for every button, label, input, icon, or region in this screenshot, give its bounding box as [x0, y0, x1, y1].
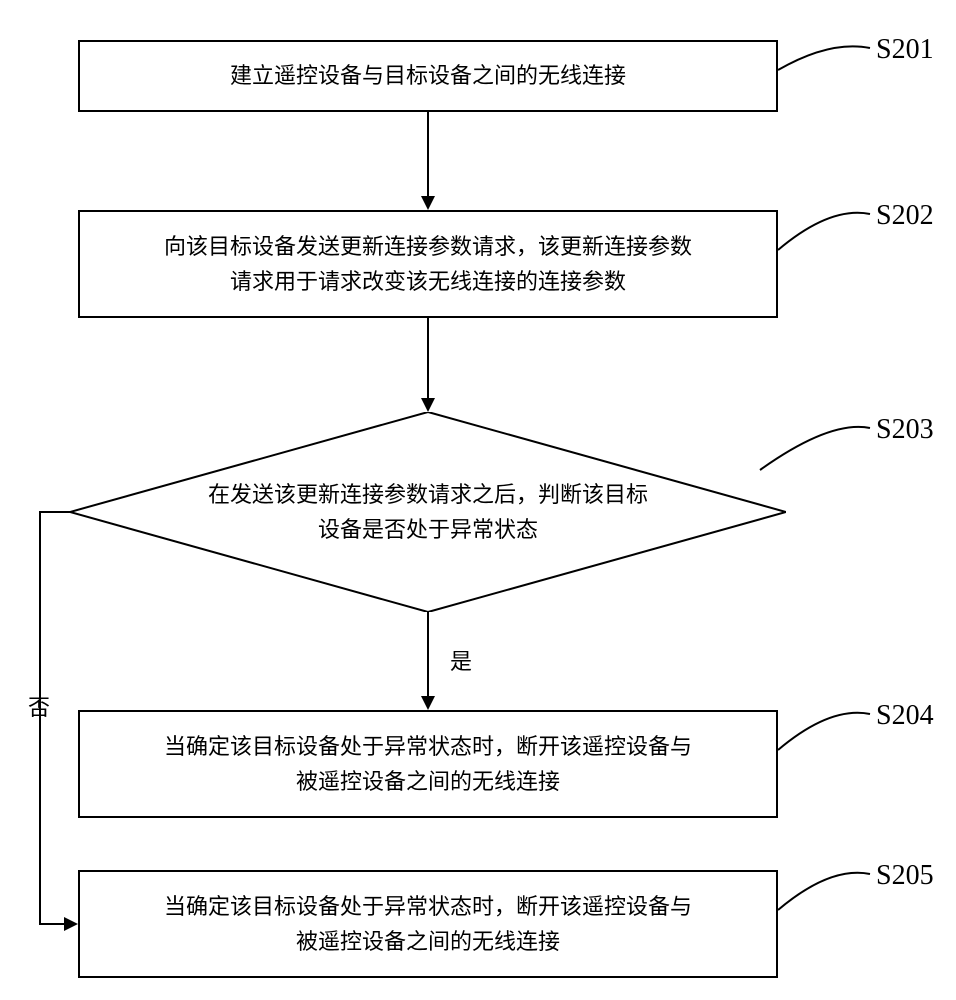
node-s201: 建立遥控设备与目标设备之间的无线连接	[78, 40, 778, 112]
node-s202-text: 向该目标设备发送更新连接参数请求，该更新连接参数请求用于请求改变该无线连接的连接…	[164, 229, 692, 299]
edge-e3-label: 是	[450, 644, 472, 676]
flowchart-container: 建立遥控设备与目标设备之间的无线连接 S201 向该目标设备发送更新连接参数请求…	[0, 0, 956, 1000]
node-s204: 当确定该目标设备处于异常状态时，断开该遥控设备与被遥控设备之间的无线连接	[78, 710, 778, 818]
node-s205: 当确定该目标设备处于异常状态时，断开该遥控设备与被遥控设备之间的无线连接	[78, 870, 778, 978]
label-s203: S203	[876, 414, 934, 446]
node-s201-text: 建立遥控设备与目标设备之间的无线连接	[230, 58, 626, 93]
edge-e4-label: 否	[28, 690, 50, 722]
label-s202: S202	[876, 200, 934, 232]
label-s201: S201	[876, 34, 934, 66]
node-s203-text: 在发送该更新连接参数请求之后，判断该目标设备是否处于异常状态	[208, 477, 648, 547]
node-s204-text: 当确定该目标设备处于异常状态时，断开该遥控设备与被遥控设备之间的无线连接	[164, 729, 692, 799]
label-s205: S205	[876, 860, 934, 892]
node-s205-text: 当确定该目标设备处于异常状态时，断开该遥控设备与被遥控设备之间的无线连接	[164, 889, 692, 959]
node-s202: 向该目标设备发送更新连接参数请求，该更新连接参数请求用于请求改变该无线连接的连接…	[78, 210, 778, 318]
node-s203: 在发送该更新连接参数请求之后，判断该目标设备是否处于异常状态	[70, 412, 786, 612]
label-s204: S204	[876, 700, 934, 732]
